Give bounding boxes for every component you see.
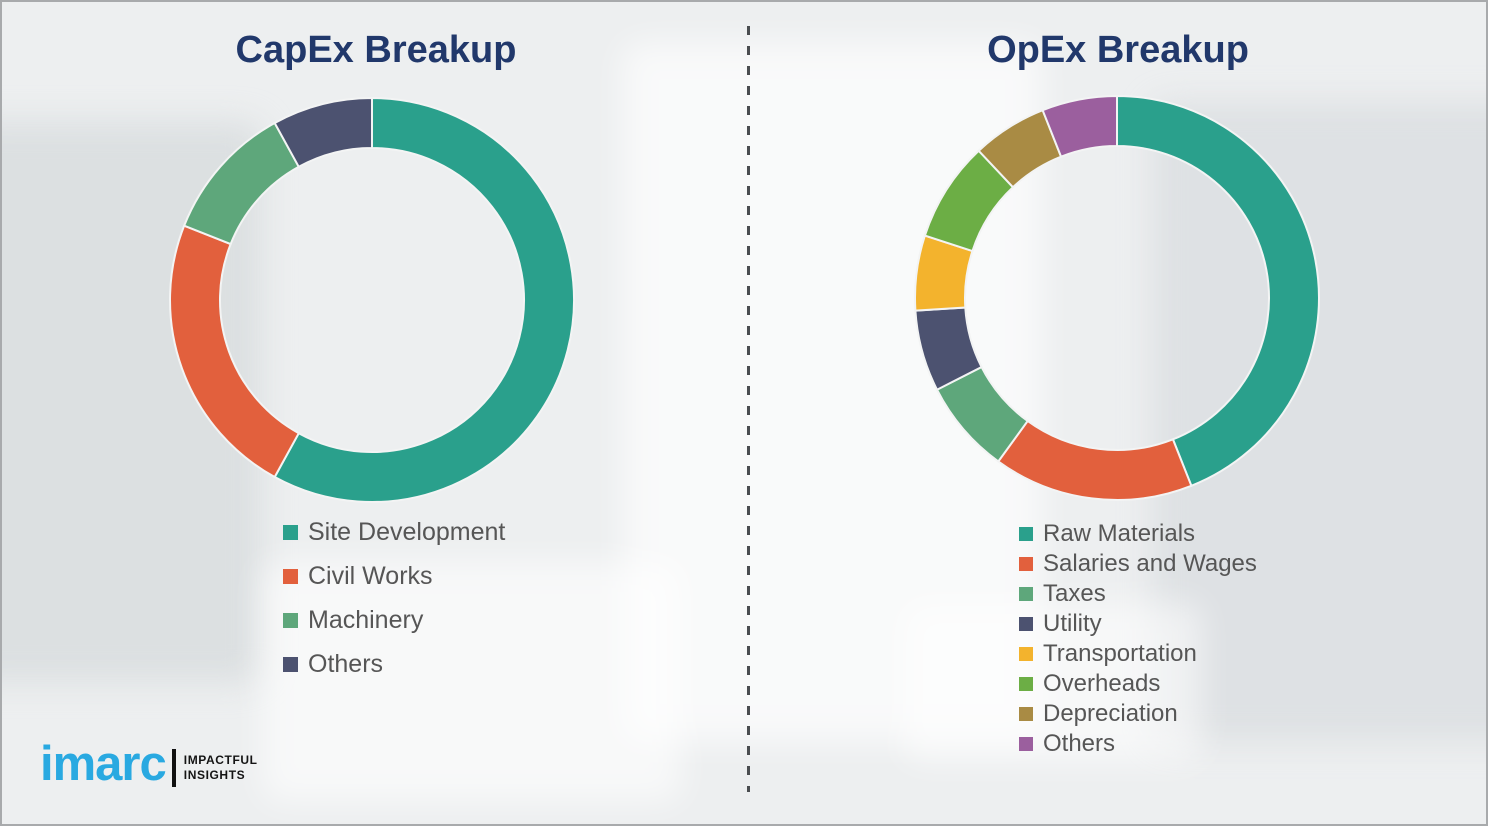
- capex-donut-chart: [169, 96, 576, 503]
- legend-label: Utility: [1043, 610, 1102, 637]
- donut-segment-machinery: [182, 121, 301, 246]
- legend-label: Taxes: [1043, 580, 1106, 607]
- legend-item-salaries-and-wages: Salaries and Wages: [1019, 549, 1257, 579]
- legend-label: Transportation: [1043, 640, 1197, 667]
- opex-chart-title: OpEx Breakup: [987, 29, 1249, 71]
- legend-item-civil-works: Civil Works: [283, 554, 505, 598]
- donut-segment-others: [273, 96, 373, 169]
- imarc-tagline-line1: IMPACTFUL: [183, 752, 258, 767]
- donut-segment-salaries-and-wages: [996, 419, 1193, 501]
- legend-marker: [283, 524, 298, 540]
- legend-item-site-development: Site Development: [283, 510, 505, 554]
- legend-label: Raw Materials: [1043, 520, 1196, 547]
- legend-item-utility: Utility: [1019, 609, 1257, 639]
- imarc-logo-tagline: IMPACTFUL INSIGHTS: [184, 753, 258, 783]
- legend-marker: [1019, 737, 1033, 751]
- capex-legend: Site Development Civil Works Machinery Othe…: [283, 510, 505, 686]
- legend-marker: [283, 656, 298, 672]
- legend-item-overheads: Overheads: [1019, 669, 1257, 699]
- imarc-logo-wordmark: imarc: [40, 737, 167, 791]
- legend-label: Overheads: [1043, 670, 1161, 697]
- legend-marker: [283, 568, 298, 584]
- donut-segment-raw-materials: [1116, 94, 1320, 488]
- donut-segment-others: [1041, 94, 1118, 158]
- capex-chart-title: CapEx Breakup: [235, 29, 517, 71]
- legend-marker: [1019, 527, 1033, 541]
- legend-item-machinery: Machinery: [283, 598, 505, 642]
- background-watermark: [902, 602, 1202, 762]
- legend-item-others: Others: [1019, 729, 1257, 759]
- legend-label: Others: [308, 649, 384, 678]
- legend-label: Others: [1043, 730, 1116, 757]
- legend-item-transportation: Transportation: [1019, 639, 1257, 669]
- legend-marker: [1019, 557, 1033, 571]
- legend-label: Salaries and Wages: [1043, 550, 1257, 577]
- legend-marker: [1019, 677, 1033, 691]
- legend-marker: [1019, 617, 1033, 631]
- legend-marker: [1019, 587, 1033, 601]
- legend-item-taxes: Taxes: [1019, 579, 1257, 609]
- donut-segment-site-development: [273, 96, 576, 503]
- imarc-logo: imarc IMPACTFUL INSIGHTS: [40, 740, 258, 789]
- legend-marker: [1019, 707, 1033, 721]
- opex-legend: Raw Materials Salaries and Wages Taxes Util…: [1019, 519, 1257, 759]
- legend-item-depreciation: Depreciation: [1019, 699, 1257, 729]
- imarc-logo-divider-bar: [171, 748, 176, 787]
- legend-label: Machinery: [308, 605, 424, 634]
- dashed-divider: [747, 26, 750, 792]
- legend-marker: [1019, 647, 1033, 661]
- legend-label: Depreciation: [1043, 700, 1178, 727]
- opex-donut-chart: [914, 94, 1320, 501]
- legend-item-raw-materials: Raw Materials: [1019, 519, 1257, 549]
- legend-item-others: Others: [283, 642, 505, 686]
- legend-marker: [283, 612, 298, 628]
- legend-label: Site Development: [308, 517, 506, 546]
- legend-label: Civil Works: [308, 561, 433, 590]
- imarc-tagline-line2: INSIGHTS: [183, 767, 246, 782]
- donut-segment-civil-works: [169, 224, 301, 479]
- background-watermark: [262, 562, 682, 802]
